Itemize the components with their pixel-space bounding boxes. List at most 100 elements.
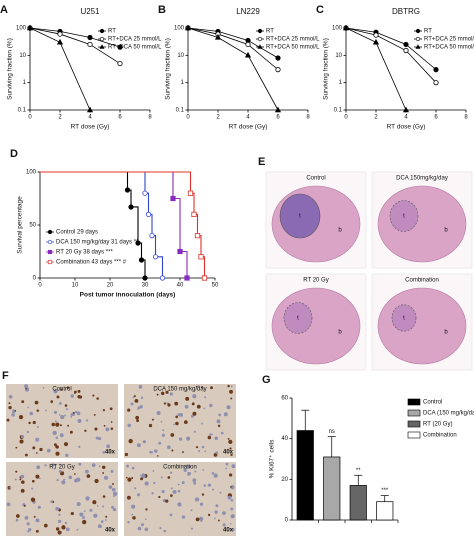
marker — [47, 239, 53, 245]
legend-label: RT — [424, 29, 432, 35]
nucleus — [106, 444, 110, 449]
marker — [99, 28, 105, 34]
significance-label: *** — [381, 488, 389, 494]
nucleus — [178, 437, 183, 441]
nucleus — [23, 504, 26, 507]
nucleus — [94, 478, 99, 484]
nucleus — [193, 481, 197, 485]
y-tick-label: 100 — [26, 170, 37, 176]
nucleus — [82, 519, 87, 525]
nucleus — [26, 430, 29, 434]
nucleus — [93, 413, 96, 416]
nucleus — [160, 391, 165, 396]
nucleus — [196, 404, 201, 409]
nucleus — [226, 405, 231, 410]
nucleus — [73, 392, 76, 394]
marker — [257, 44, 263, 49]
nucleus — [190, 414, 194, 418]
marker — [402, 106, 410, 113]
nucleus — [8, 406, 12, 410]
nucleus — [46, 448, 51, 453]
nucleus — [60, 388, 63, 391]
y-tick-label: 0.1 — [18, 108, 27, 114]
nucleus — [156, 455, 159, 457]
nucleus — [65, 527, 70, 532]
nucleus — [85, 496, 90, 501]
x-tick-label: 0 — [28, 115, 32, 121]
nucleus — [76, 528, 79, 531]
chart-title: LN229 — [236, 7, 260, 16]
nucleus — [230, 385, 233, 388]
nucleus — [89, 508, 93, 512]
nucleus — [214, 436, 218, 441]
nucleus — [171, 449, 174, 452]
nucleus — [172, 489, 177, 494]
x-tick-label: 40 — [177, 283, 184, 289]
nucleus — [32, 420, 36, 425]
legend-swatch — [407, 398, 421, 406]
nucleus — [142, 440, 146, 444]
nucleus — [35, 518, 40, 523]
tumor-region — [279, 193, 321, 239]
panel-letter: E — [258, 156, 265, 168]
legend-label: Control — [423, 400, 442, 406]
marker — [191, 211, 197, 217]
nucleus — [58, 402, 62, 405]
tumor-region — [389, 200, 419, 232]
marker — [184, 24, 192, 31]
nucleus — [19, 439, 24, 444]
marker — [257, 28, 263, 34]
nucleus — [156, 393, 159, 396]
nucleus — [109, 407, 113, 411]
nucleus — [183, 468, 187, 472]
y-tick-label: 1 — [339, 80, 343, 86]
region-label: b — [444, 228, 448, 234]
x-tick-label: 8 — [148, 115, 152, 121]
nucleus — [183, 464, 186, 467]
nucleus — [218, 413, 222, 417]
marker — [87, 34, 93, 41]
nucleus — [79, 512, 84, 517]
nucleus — [167, 445, 171, 450]
ihc-tile — [124, 384, 236, 458]
nucleus — [177, 489, 181, 493]
marker — [56, 38, 64, 45]
x-tick-label: 2 — [374, 115, 378, 121]
ihc-tile — [6, 462, 118, 536]
nucleus — [77, 395, 81, 399]
nucleus — [36, 425, 39, 428]
nucleus — [56, 395, 60, 399]
legend-label: RT+DCA 25 mmol/L — [266, 37, 320, 43]
nucleus — [104, 519, 107, 521]
nucleus — [167, 476, 171, 479]
nucleus — [50, 500, 53, 503]
nucleus — [190, 509, 193, 512]
series-line — [345, 27, 437, 83]
marker — [135, 240, 141, 246]
nucleus — [96, 397, 99, 400]
nucleus — [21, 480, 25, 484]
nucleus — [74, 410, 78, 414]
legend-swatch — [407, 409, 421, 417]
nucleus — [111, 505, 115, 509]
legend-label: RT — [266, 29, 274, 35]
nucleus — [151, 418, 154, 421]
nucleus — [6, 418, 10, 422]
nucleus — [162, 429, 165, 432]
nucleus — [55, 445, 59, 448]
nucleus — [56, 478, 59, 482]
marker — [433, 80, 439, 86]
nucleus — [209, 403, 213, 408]
chart-title: U251 — [80, 7, 100, 16]
nucleus — [111, 487, 116, 492]
nucleus — [195, 385, 198, 388]
nucleus — [27, 406, 29, 409]
nucleus — [161, 433, 165, 437]
nucleus — [207, 483, 211, 487]
nucleus — [230, 514, 235, 519]
y-tick-label: 10 — [177, 53, 184, 59]
nucleus — [203, 407, 206, 410]
nucleus — [156, 410, 161, 416]
legend-label: DCA 150 mg/kg/day 31 days ** — [56, 240, 139, 246]
